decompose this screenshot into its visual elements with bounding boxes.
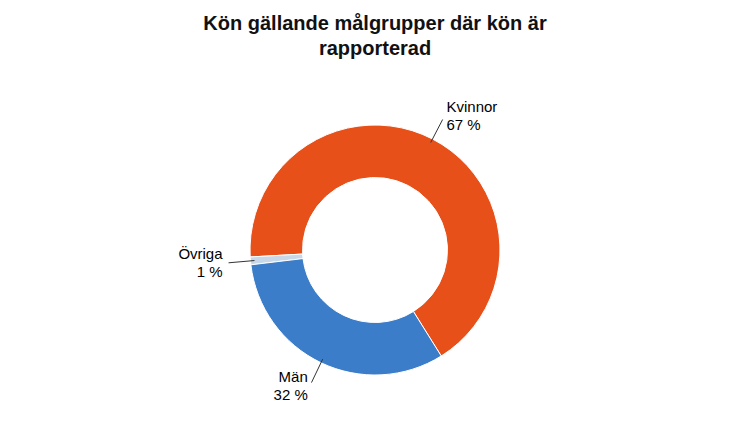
slice — [251, 259, 441, 375]
slice-label: Män — [279, 368, 308, 385]
data-label: 32 % — [274, 386, 308, 403]
title: Kön gällande målgrupper där kön ärrappor… — [203, 12, 547, 59]
slice-label: Kvinnor — [446, 98, 497, 115]
data-label: 1 % — [197, 263, 223, 280]
slice-label: Övriga — [178, 245, 223, 262]
leader-line — [431, 119, 443, 142]
labels: Kvinnor67 % Övriga1 % Män32 % — [178, 98, 497, 403]
chart: Kön gällande målgrupper där kön ärrappor… — [0, 0, 750, 436]
data-label: 67 % — [446, 116, 480, 133]
leader-line — [311, 359, 322, 382]
leader-line — [229, 261, 255, 263]
slices — [250, 125, 500, 375]
